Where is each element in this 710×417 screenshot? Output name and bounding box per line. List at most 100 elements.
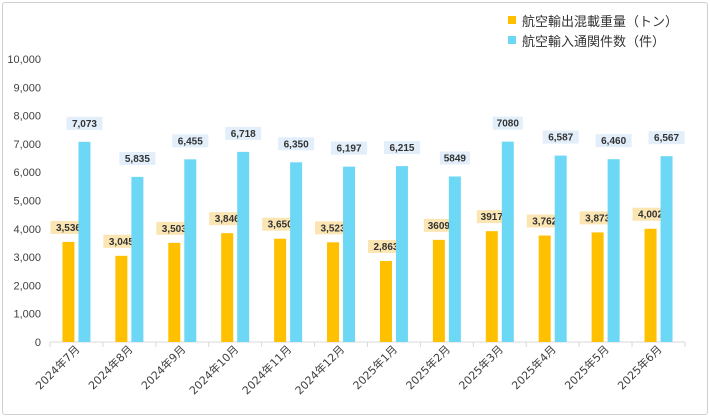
bar-export <box>644 228 657 342</box>
bar-import <box>237 151 250 342</box>
x-tick-label: 2024年10月 <box>186 342 241 397</box>
x-tick-label: 2025年6月 <box>614 342 664 392</box>
data-label-bg <box>492 116 523 130</box>
data-label-bg <box>476 210 507 224</box>
bar-export <box>221 233 234 342</box>
x-tick-label: 2025年5月 <box>562 342 612 392</box>
data-label-bg <box>423 218 454 232</box>
bar-export <box>485 231 498 342</box>
bar-import <box>343 166 356 342</box>
y-tick-label: 10,000 <box>7 54 41 66</box>
x-tick-label: 2025年2月 <box>403 342 453 392</box>
data-label: 3,846 <box>215 214 240 225</box>
bar-export <box>115 255 128 342</box>
chart-legend: 航空輸出混載重量（トン） 航空輸入通関件数（件） <box>508 10 678 50</box>
data-label: 5,835 <box>125 154 150 165</box>
data-label: 3,536 <box>56 223 81 234</box>
data-label: 6,350 <box>284 139 309 150</box>
data-label: 5849 <box>444 153 467 164</box>
data-label-bg <box>331 141 368 155</box>
bar-export <box>274 238 287 342</box>
data-label: 3609 <box>428 221 451 232</box>
y-tick-label: 7,000 <box>13 139 41 151</box>
data-label-bg <box>209 212 246 226</box>
data-label: 6,455 <box>178 136 203 147</box>
bar-import <box>607 159 620 342</box>
x-tick-label: 2025年1月 <box>350 342 400 392</box>
data-label-bg <box>278 137 315 151</box>
bar-export <box>62 241 75 342</box>
x-tick-label: 2025年4月 <box>509 342 559 392</box>
data-label: 6,567 <box>654 133 679 144</box>
y-tick-label: 4,000 <box>13 224 41 236</box>
legend-swatch-import <box>508 36 516 44</box>
bar-export <box>591 232 604 342</box>
data-label: 3,503 <box>162 224 187 235</box>
bar-import <box>501 141 514 342</box>
data-label: 3,873 <box>585 213 610 224</box>
data-label-bg <box>172 134 209 148</box>
y-tick-label: 2,000 <box>13 280 41 292</box>
data-label: 6,587 <box>548 133 573 144</box>
data-label: 6,460 <box>601 136 626 147</box>
legend-item-export-weight: 航空輸出混載重量（トン） <box>508 10 678 30</box>
bar-export <box>168 242 181 342</box>
data-label-bg <box>119 151 156 165</box>
data-label: 6,197 <box>337 144 362 155</box>
y-tick-label: 1,000 <box>13 309 41 321</box>
bar-export <box>432 239 445 342</box>
data-label: 6,718 <box>231 129 256 140</box>
data-label-bg <box>526 214 563 228</box>
legend-swatch-export <box>508 16 516 24</box>
data-label-bg <box>262 217 299 231</box>
bar-import <box>660 156 673 342</box>
data-label: 6,215 <box>389 143 414 154</box>
bar-import <box>131 176 144 342</box>
data-label-bg <box>103 234 140 248</box>
data-label: 3,523 <box>321 223 346 234</box>
y-tick-label: 0 <box>35 337 41 349</box>
data-label-bg <box>156 221 193 235</box>
data-label: 3,650 <box>268 220 293 231</box>
data-label: 7080 <box>497 119 520 130</box>
data-label-bg <box>595 134 632 148</box>
x-tick-label: 2025年3月 <box>456 342 506 392</box>
data-label-bg <box>225 126 262 140</box>
x-tick-label: 2024年12月 <box>292 342 347 397</box>
bar-import <box>290 162 303 342</box>
x-tick-label: 2024年7月 <box>32 342 82 392</box>
bar-export <box>379 260 392 342</box>
bar-import <box>395 166 408 342</box>
data-label-bg <box>367 239 404 253</box>
bar-import <box>78 141 91 342</box>
x-tick-label: 2024年8月 <box>85 342 135 392</box>
bar-export <box>327 242 340 342</box>
y-tick-label: 8,000 <box>13 111 41 123</box>
data-label-bg <box>383 141 420 155</box>
data-label-bg <box>315 221 352 235</box>
y-tick-label: 9,000 <box>13 82 41 94</box>
data-label: 3,045 <box>109 237 134 248</box>
data-label-bg <box>439 151 470 165</box>
data-label-bg <box>66 116 103 130</box>
bar-import <box>448 176 461 342</box>
x-tick-label: 2024年11月 <box>239 342 294 397</box>
legend-label-export: 航空輸出混載重量（トン） <box>522 14 679 30</box>
bar-import <box>554 155 567 342</box>
data-label: 3,762 <box>532 217 557 228</box>
data-label: 3917 <box>481 212 504 223</box>
y-tick-label: 3,000 <box>13 252 41 264</box>
x-tick-label: 2024年9月 <box>138 342 188 392</box>
data-label: 2,863 <box>373 242 398 253</box>
legend-item-import-count: 航空輸入通関件数（件） <box>508 30 678 50</box>
data-label: 7,073 <box>72 119 97 130</box>
data-label-bg <box>648 131 685 145</box>
bar-import <box>184 159 197 342</box>
data-label-bg <box>579 211 616 225</box>
bar-export <box>538 235 551 342</box>
data-label-bg <box>542 130 579 144</box>
data-label-bg <box>50 220 87 234</box>
data-label-bg <box>632 207 669 221</box>
y-tick-label: 5,000 <box>13 196 41 208</box>
